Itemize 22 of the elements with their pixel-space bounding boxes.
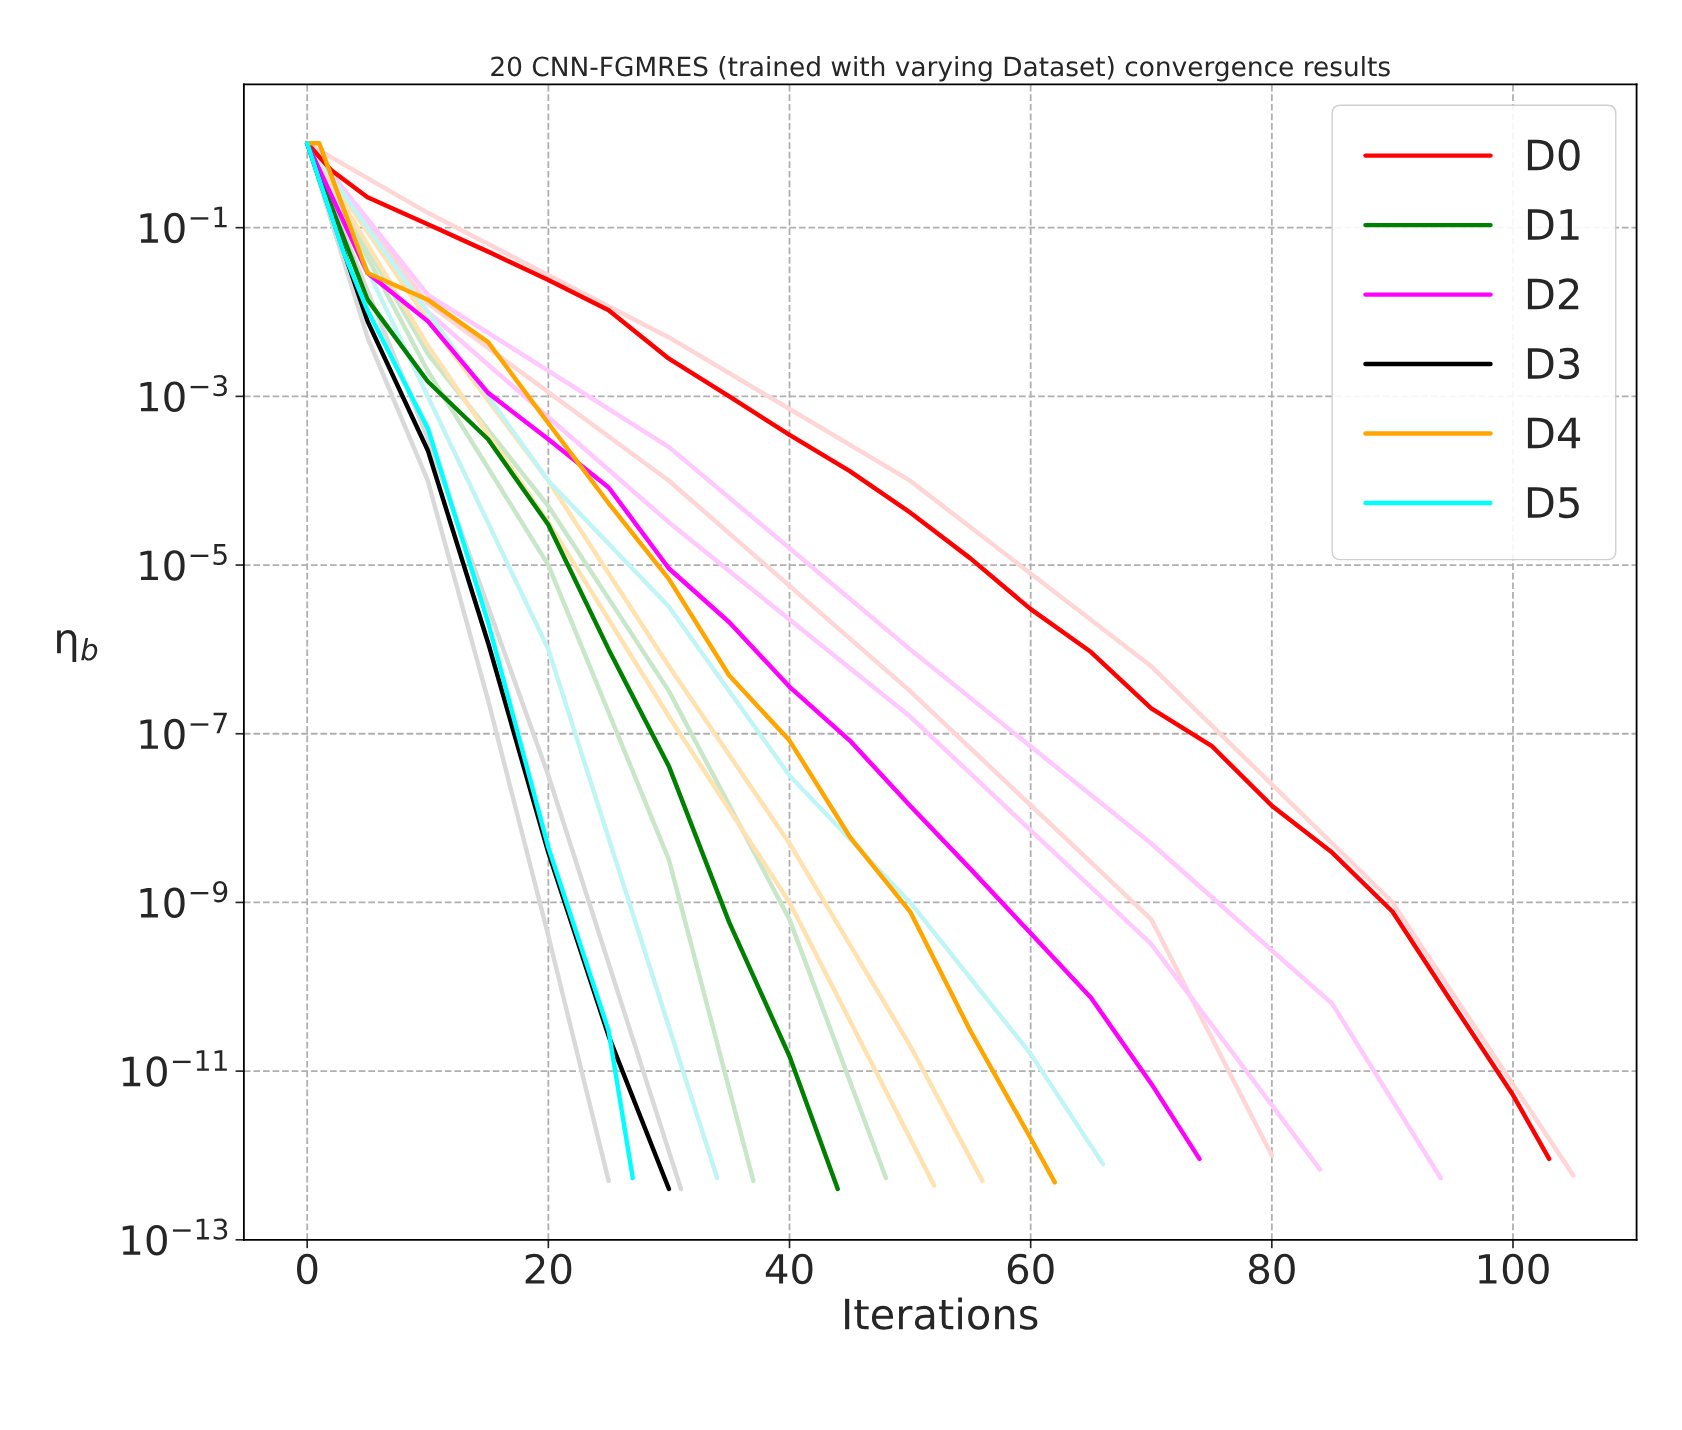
y-tick-label: 10$^{−7}$ xyxy=(140,712,227,750)
x-axis-title: Iterations xyxy=(845,1297,1038,1330)
legend-label: D1 xyxy=(1527,209,1579,240)
legend-label: D4 xyxy=(1527,417,1581,449)
y-tick-label: 10$^{−9}$ xyxy=(140,881,228,918)
y-tick-label: 10$^{−3}$ xyxy=(140,375,227,412)
legend-label: D0 xyxy=(1527,139,1580,171)
y-tick-label: 10$^{−5}$ xyxy=(140,544,227,581)
legend-label: D5 xyxy=(1527,487,1579,519)
y-tick-label: 10$^{−13}$ xyxy=(122,1218,228,1256)
y-tick-label: 10$^{−11}$ xyxy=(122,1050,227,1087)
x-tick-label: 100 xyxy=(1478,1253,1549,1285)
chart-title: 20 CNN-FGMRES (trained with varying Dataset) convergence results xyxy=(491,55,1390,82)
x-tick-label: 60 xyxy=(1007,1253,1054,1285)
y-axis-title: η$_{b}$ xyxy=(57,630,98,663)
x-tick-label: 20 xyxy=(525,1253,572,1285)
x-tick-label: 80 xyxy=(1248,1253,1295,1285)
legend-label: D2 xyxy=(1527,278,1579,310)
x-tick-label: 0 xyxy=(297,1253,318,1285)
x-tick-label: 40 xyxy=(765,1253,813,1285)
legend-label: D3 xyxy=(1527,347,1580,380)
y-tick-label: 10$^{−1}$ xyxy=(140,206,227,244)
